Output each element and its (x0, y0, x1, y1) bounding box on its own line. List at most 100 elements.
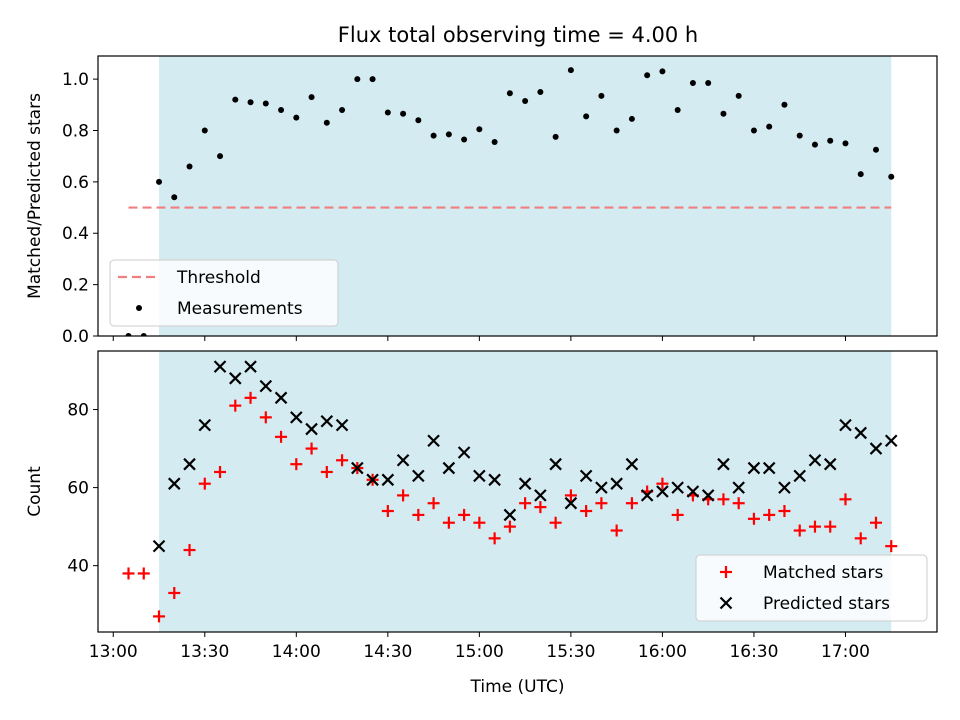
y-tick-label: 60 (67, 479, 89, 499)
predicted-star-point (656, 485, 669, 498)
measurement-point (689, 79, 696, 86)
matched-star-point (442, 516, 455, 529)
predicted-star-point (274, 391, 288, 405)
y-tick-label: 0.6 (62, 173, 89, 193)
measurement-point (811, 141, 818, 148)
measurement-point (735, 92, 742, 99)
measurement-point (827, 137, 834, 144)
measurement-point (537, 88, 544, 95)
y-axis-label: Count (25, 466, 45, 517)
predicted-star-point (473, 469, 486, 483)
matched-star-point (747, 512, 760, 525)
predicted-star-point (152, 539, 166, 553)
matched-star-point (198, 477, 211, 490)
predicted-star-point (366, 473, 379, 487)
predicted-star-point (351, 461, 364, 475)
x-tick-label: 15:30 (546, 642, 595, 662)
predicted-star-point (229, 372, 242, 385)
measurement-point (674, 106, 681, 113)
predicted-star-point (686, 485, 700, 498)
x-tick-label: 15:00 (455, 642, 504, 662)
x-tick-label: 16:30 (729, 642, 778, 662)
predicted-star-point (442, 461, 456, 475)
matched-star-point (305, 442, 318, 455)
predicted-star-point (839, 418, 852, 432)
measurement-point (598, 92, 605, 99)
predicted-star-point (640, 489, 654, 502)
legend-matched-swatch (720, 566, 732, 578)
measurement-point (628, 115, 635, 122)
matched-star-point (793, 524, 806, 537)
predicted-star-point (762, 461, 776, 475)
predicted-star-point (869, 442, 883, 455)
matched-star-point (869, 516, 882, 529)
predicted-star-point (564, 496, 578, 510)
matched-star-point (488, 532, 501, 545)
predicted-star-point (579, 469, 593, 483)
x-tick-label: 13:30 (180, 642, 229, 662)
matched-star-point (336, 454, 349, 467)
matched-star-point (122, 567, 135, 580)
measurement-point (308, 94, 315, 101)
matched-star-point (381, 505, 394, 518)
matched-star-point (549, 516, 562, 529)
matched-star-point (458, 508, 471, 521)
predicted-star-point (625, 457, 639, 471)
predicted-star-point (244, 360, 257, 373)
legend-predicted-label: Predicted stars (763, 594, 890, 614)
matched-star-point (214, 465, 227, 478)
measurement-point (491, 139, 498, 146)
matched-star-point (320, 465, 333, 478)
measurement-point (247, 99, 254, 106)
measurement-point (552, 133, 559, 140)
matched-star-point (656, 477, 669, 490)
matched-star-point (183, 544, 196, 557)
predicted-star-point (335, 418, 349, 432)
measurement-point (720, 110, 727, 117)
matched-star-point (595, 497, 608, 510)
bottom-panel: 40 60 80 13:00 13:30 14:00 14:30 15:00 15:30 16:0… (25, 350, 938, 697)
measurement-point (796, 132, 803, 139)
measurement-point (217, 153, 224, 160)
predicted-star-point (595, 481, 608, 494)
x-tick-label: 13:00 (89, 642, 138, 662)
measurement-point (872, 146, 879, 153)
predicted-star-point (488, 473, 501, 487)
bottom-legend: Matched stars Predicted stars (695, 554, 928, 622)
matched-star-point (137, 567, 150, 580)
predicted-star-point (183, 457, 196, 471)
matched-star-point (244, 391, 257, 404)
measurement-point (445, 131, 452, 138)
measurement-point (659, 68, 666, 75)
predicted-star-point (305, 422, 318, 436)
matched-star-point (412, 508, 425, 521)
measurement-point (369, 76, 376, 83)
measurement-point (140, 333, 147, 336)
measurement-point (156, 178, 163, 185)
measurement-point (522, 97, 529, 104)
measurement-point (644, 72, 651, 79)
predicted-star-point (717, 457, 730, 471)
predicted-star-point (701, 489, 715, 502)
matched-star-point (275, 430, 288, 443)
predicted-star-point (198, 418, 212, 432)
predicted-star-point (503, 508, 517, 522)
matched-star-point (153, 610, 166, 623)
y-tick-label: 0.8 (62, 121, 89, 141)
measurement-point (171, 194, 178, 201)
measurement-point (766, 123, 773, 130)
matched-star-point (808, 520, 821, 533)
predicted-star-point (778, 481, 791, 494)
measurement-point (125, 333, 132, 336)
measurement-point (415, 117, 422, 124)
x-tick-label: 17:00 (821, 642, 870, 662)
measurement-point (186, 163, 193, 170)
y-axis-label: Matched/Predicted stars (25, 93, 45, 299)
predicted-star-point (259, 379, 273, 393)
predicted-star-point (320, 414, 334, 428)
matched-star-point (854, 532, 867, 545)
top-axes-frame (97, 55, 938, 337)
predicted-star-point (884, 434, 898, 448)
measurement-point (278, 106, 285, 113)
